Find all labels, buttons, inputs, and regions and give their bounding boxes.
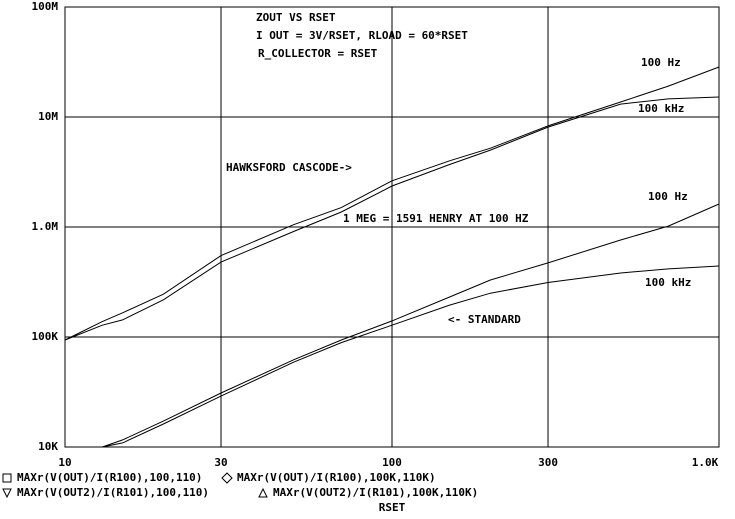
x-tick-label: 10 (58, 456, 71, 469)
series-line (64, 66, 720, 341)
y-tick-label: 10M (38, 110, 58, 123)
x-tick-label: 100 (382, 456, 402, 469)
legend-label: MAXr(V(OUT)/I(R100),100K,110K) (237, 471, 436, 484)
x-tick-label: 1.0K (692, 456, 719, 469)
legend-marker (2, 473, 12, 483)
series-line (64, 96, 720, 341)
annotation: ZOUT VS RSET (256, 11, 336, 24)
annotation: 100 Hz (648, 190, 688, 203)
annotation: <- STANDARD (448, 313, 521, 326)
annotation: 100 kHz (645, 276, 691, 289)
annotation: 100 Hz (641, 56, 681, 69)
series-line (102, 203, 720, 448)
x-tick-label: 30 (214, 456, 227, 469)
series-line (102, 265, 720, 448)
annotation: 100 kHz (638, 102, 684, 115)
y-tick-label: 1.0M (32, 220, 59, 233)
legend-label: MAXr(V(OUT2)/I(R101),100K,110K) (273, 486, 478, 499)
legend-marker (221, 472, 233, 484)
legend-marker (258, 487, 268, 498)
legend-marker (2, 488, 12, 499)
legend-label: MAXr(V(OUT2)/I(R101),100,110) (17, 486, 209, 499)
annotation: I OUT = 3V/RSET, RLOAD = 60*RSET (256, 29, 468, 42)
y-tick-label: 100M (32, 0, 59, 13)
x-axis-label: RSET (379, 501, 406, 514)
annotation: 1 MEG = 1591 HENRY AT 100 HZ (343, 212, 529, 225)
x-tick-label: 300 (538, 456, 558, 469)
y-tick-label: 10K (38, 440, 58, 453)
legend-label: MAXr(V(OUT)/I(R100),100,110) (17, 471, 202, 484)
annotation: R_COLLECTOR = RSET (258, 47, 378, 60)
y-tick-label: 100K (32, 330, 59, 343)
annotation: HAWKSFORD CASCODE-> (226, 161, 352, 174)
